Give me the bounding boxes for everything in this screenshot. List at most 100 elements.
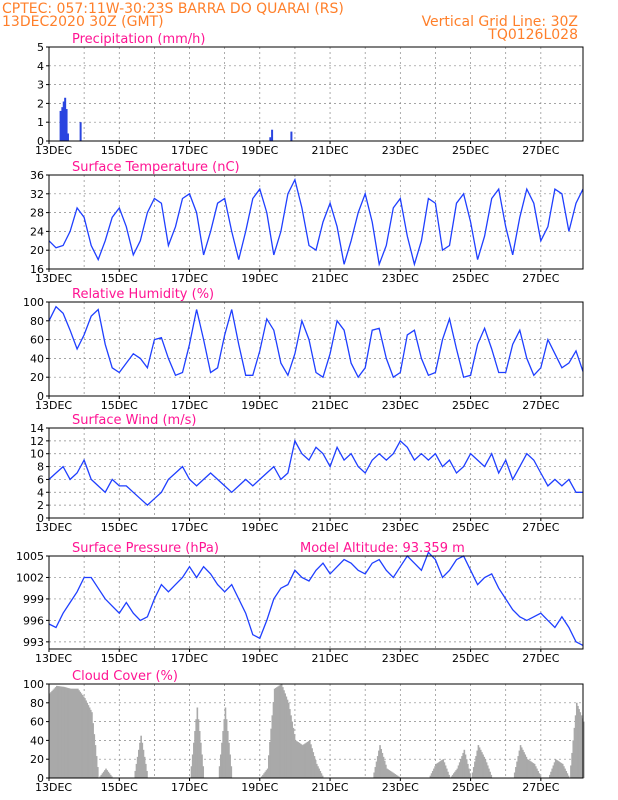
cloud-bar: [145, 763, 147, 778]
cloud-bar: [566, 773, 569, 778]
cloud-bar: [490, 774, 493, 778]
cloud-bar: [390, 771, 393, 778]
cloud-bar: [464, 754, 467, 778]
ytick-label: 993: [23, 636, 44, 649]
cloud-bar: [319, 770, 322, 778]
cloud-bar: [194, 731, 196, 778]
ytick-label: 28: [30, 207, 44, 220]
cloud-bar: [75, 688, 78, 778]
cloud-bar: [224, 707, 227, 778]
cloud-bar: [538, 773, 541, 778]
ytick-label: 80: [30, 315, 44, 328]
ytick-label: 3: [37, 79, 44, 92]
cloud-bar: [282, 687, 284, 778]
cloud-bar: [574, 715, 577, 778]
precip-bar: [65, 109, 68, 141]
cloud-bar: [91, 712, 93, 778]
precip-bar: [59, 110, 62, 141]
cloud-bar: [52, 689, 55, 778]
cloud-bar: [577, 705, 579, 778]
cloud-bar: [451, 774, 454, 778]
xtick-label: 23DEC: [382, 399, 419, 412]
cloud-bar: [375, 761, 378, 778]
cloud-bar: [553, 762, 556, 778]
cloud-bar: [265, 770, 268, 778]
cloud-bar: [299, 743, 302, 778]
cloud-bar: [516, 761, 518, 778]
ytick-label: 40: [30, 352, 44, 365]
cloud-bar: [54, 687, 57, 778]
cloud-bar: [95, 756, 98, 778]
cloud-bar: [383, 760, 386, 778]
cloud-bar: [291, 721, 294, 778]
cloud-bar: [287, 702, 290, 778]
xtick-label: 25DEC: [452, 144, 489, 157]
cloud-bar: [380, 749, 383, 778]
cloud-bar: [530, 761, 532, 778]
cloud-bar: [442, 759, 445, 778]
cloud-bar: [381, 752, 384, 778]
xtick-label: 27DEC: [522, 399, 559, 412]
cloud-bar: [558, 761, 561, 778]
cloud-bar: [109, 774, 112, 778]
cloud-bar: [440, 760, 442, 778]
cloud-bar: [559, 762, 562, 778]
cloud-bar: [63, 686, 65, 778]
cloud-bar: [70, 688, 72, 778]
cloud-bar: [382, 756, 385, 778]
ytick-label: 2: [37, 97, 44, 110]
header-model-code: TQ0126L028: [487, 27, 578, 43]
cloud-bar: [571, 752, 573, 778]
cloud-bar: [443, 762, 446, 778]
xtick-label: 19DEC: [241, 399, 278, 412]
cloud-bar: [105, 768, 107, 778]
cloud-bar: [140, 735, 142, 778]
rh-panel: 0 20 40 60 80 100 13DEC 15DEC 17DEC 19DEC 21DEC 23D…: [23, 287, 584, 412]
rh-title: Relative Humidity (%): [72, 287, 214, 302]
cloud-bar: [93, 734, 96, 778]
cloud-bar: [522, 749, 524, 778]
cloud-bar: [517, 756, 520, 778]
cloud-bar: [450, 776, 453, 778]
cloud-bar: [465, 759, 468, 778]
xtick-label: 15DEC: [101, 781, 138, 794]
cloud-bar: [575, 702, 578, 778]
xtick-label: 27DEC: [522, 272, 559, 285]
cloud-bar: [275, 687, 277, 778]
cloud-bar: [531, 762, 534, 778]
cloud-bar: [523, 752, 525, 778]
cloud-bar: [388, 770, 391, 778]
xtick-label: 25DEC: [452, 272, 489, 285]
cloud-bar: [289, 709, 291, 778]
cloud-bar: [526, 759, 529, 778]
cloud-bar: [104, 770, 106, 778]
cloud-bar: [284, 693, 286, 778]
xtick-label: 13DEC: [35, 781, 72, 794]
cloud-bar: [310, 744, 312, 778]
cloud-bar: [92, 723, 94, 778]
xtick-label: 19DEC: [241, 781, 278, 794]
cloud-bar: [198, 731, 201, 778]
ytick-label: 20: [30, 753, 44, 766]
ytick-label: 80: [30, 697, 44, 710]
cloud-bar: [136, 756, 139, 778]
cloud-bar: [583, 721, 585, 778]
xtick-label: 23DEC: [382, 521, 419, 534]
precip-bar: [290, 131, 293, 141]
cloud-bar: [290, 715, 292, 778]
cloud-bar: [304, 743, 306, 778]
xtick-label: 15DEC: [101, 521, 138, 534]
cloud-bar: [74, 688, 77, 778]
cloud-bar: [468, 768, 470, 778]
cloud-bar: [279, 684, 282, 778]
cloud-bar: [230, 766, 233, 778]
cloud-bar: [316, 763, 318, 778]
ytick-label: 16: [30, 263, 44, 276]
cloud-bar: [396, 775, 399, 778]
cloud-bar: [107, 771, 110, 778]
precip-bar: [64, 97, 67, 141]
cloud-bar: [565, 770, 568, 778]
xtick-label: 17DEC: [171, 144, 208, 157]
cloud-bar: [134, 770, 137, 778]
